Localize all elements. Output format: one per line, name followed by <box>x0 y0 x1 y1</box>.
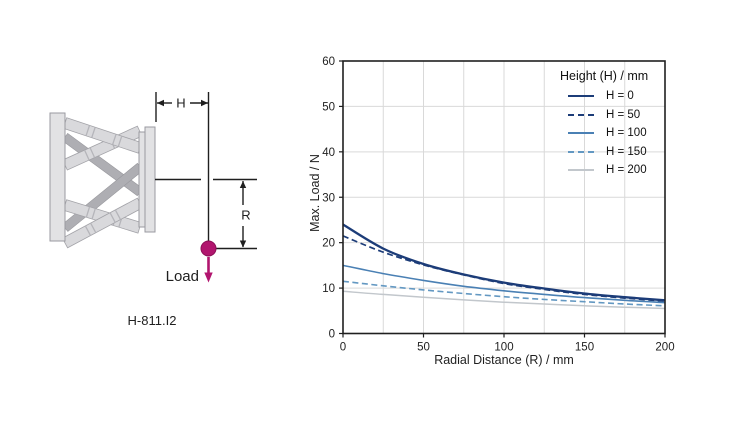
x-tick-label: 150 <box>575 342 594 354</box>
series-line-h-50 <box>342 235 666 303</box>
y-tick-label: 30 <box>322 192 335 204</box>
legend-row: H = 200 <box>560 161 648 180</box>
legend-label: H = 200 <box>606 164 647 177</box>
chart-plot-area: 0 50 100 150 200 0 10 20 30 40 50 60 <box>322 56 674 354</box>
legend-line-sample <box>568 150 594 153</box>
legend-label: H = 0 <box>606 90 634 103</box>
legend-row: H = 50 <box>560 106 648 125</box>
h-dim-label: H <box>176 96 185 111</box>
x-tick-label: 0 <box>340 342 346 354</box>
load-arrow-head-icon <box>204 272 213 283</box>
load-chart: 0 50 100 150 200 0 10 20 30 40 50 60 Max. Load / N … <box>300 40 750 400</box>
legend-line-sample <box>568 95 594 98</box>
y-tick-label: 40 <box>322 147 335 159</box>
x-tick-label: 100 <box>494 342 513 354</box>
model-label: H-811.I2 <box>128 313 177 328</box>
series-line-h-0 <box>342 223 666 302</box>
load-marker: Load <box>166 240 217 285</box>
legend-title: Height (H) / mm <box>560 69 649 83</box>
series-line-h-200 <box>342 290 666 310</box>
load-label: Load <box>166 268 199 285</box>
x-tick-label: 50 <box>417 342 430 354</box>
legend-line-sample <box>568 169 594 172</box>
legend-line-sample <box>568 132 594 135</box>
x-tick-label: 200 <box>655 342 674 354</box>
load-point-dot <box>200 240 217 257</box>
moving-platform <box>144 126 156 233</box>
x-axis-title: Radial Distance (R) / mm <box>434 353 574 367</box>
y-tick-label: 20 <box>322 238 335 250</box>
legend-label: H = 50 <box>606 108 641 121</box>
r-dim-label: R <box>241 208 250 223</box>
hexapod-illustration <box>49 112 156 249</box>
y-tick-label: 50 <box>322 101 335 113</box>
y-tick-label: 10 <box>322 283 335 295</box>
y-tick-label: 60 <box>322 56 335 68</box>
base-plate <box>49 112 66 242</box>
dimension-annotations: H R <box>155 92 257 250</box>
h-arrow-right-icon <box>201 99 208 107</box>
legend-line-sample <box>568 113 594 116</box>
chart-legend: Height (H) / mm H = 0 H = 50 H = 100 H =… <box>560 68 648 180</box>
legend-row: H = 0 <box>560 87 648 106</box>
legend-label: H = 100 <box>606 127 647 140</box>
platform-flange <box>138 131 146 228</box>
hexapod-diagram: H R Load H-811.I2 <box>49 92 257 328</box>
r-arrow-up-icon <box>239 181 247 188</box>
series-line-h-150 <box>342 280 666 307</box>
legend-row: H = 150 <box>560 143 648 162</box>
y-axis-title: Max. Load / N <box>308 154 322 232</box>
h-arrow-left-icon <box>157 99 164 107</box>
legend-row: H = 100 <box>560 124 648 143</box>
legend-label: H = 150 <box>606 145 647 158</box>
series-line-h-100 <box>342 264 666 304</box>
y-tick-label: 0 <box>329 329 335 341</box>
r-arrow-down-icon <box>239 240 247 248</box>
